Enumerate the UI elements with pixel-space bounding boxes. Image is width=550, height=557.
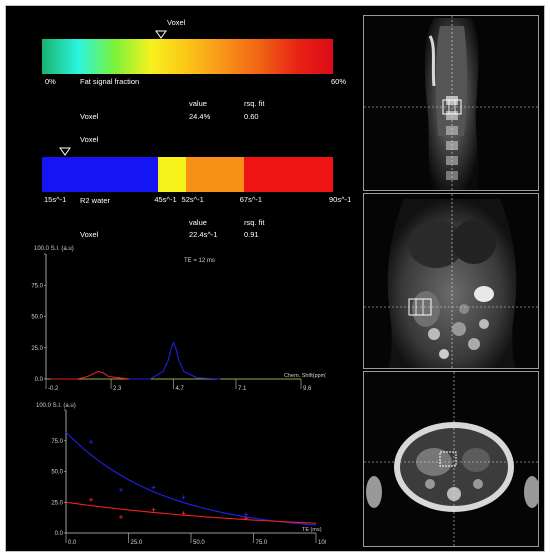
r2-table-col-value: value	[189, 218, 207, 227]
y-axis-label: 100.0 S.I. (a.u)	[36, 403, 76, 409]
axial-view-panel[interactable]	[363, 371, 539, 547]
coronal-mri-image	[364, 194, 538, 368]
x-tick-label: -0.2	[48, 386, 59, 392]
y-tick-label: 50.0	[31, 315, 43, 321]
x-tick-label: 9.6	[303, 386, 312, 392]
x-axis-label: Chem. Shift(ppm)	[284, 373, 326, 379]
x-axis-label: TE (ms)	[302, 527, 322, 533]
spectrum-chart[interactable]: 100.0 S.I. (a.u) TE = 12 ms 75.0 50.0 25.0 0.…	[26, 242, 326, 392]
y-axis-label: 100.0 S.I. (a.u)	[34, 246, 74, 252]
r2-water-colorbar	[42, 157, 333, 192]
x-tick-label: 0.0	[68, 540, 77, 546]
spectrum-series-0	[51, 370, 138, 380]
r2-tick-label: 67s^-1	[239, 195, 263, 204]
fat-signal-fraction-colorbar	[42, 39, 333, 74]
r2-tick-label: 45s^-1	[154, 195, 177, 204]
fat-table-col-fit: rsq. fit	[244, 99, 265, 108]
y-tick-label: 25.0	[51, 500, 63, 506]
r2-segment-1	[158, 157, 186, 192]
chart-title: TE = 12 ms	[184, 258, 215, 264]
x-tick-label: 2.3	[113, 386, 122, 392]
y-tick-label: 0.0	[35, 377, 44, 383]
r2-tick-labels: 15s^-1 45s^-1 52s^-1 67s^-1 90s^-1	[6, 196, 366, 206]
fat-scale-min-label: 0%	[45, 77, 56, 86]
coronal-view-panel[interactable]	[363, 193, 539, 369]
fat-scale-title: Fat signal fraction	[80, 77, 140, 86]
r2-segment-2	[185, 157, 244, 192]
sagittal-mri-image	[364, 16, 538, 190]
fat-table-row-label: Voxel	[80, 112, 99, 121]
y-tick-label: 0.0	[55, 531, 64, 537]
r2-tick-label: 52s^-1	[181, 195, 204, 204]
y-tick-label: 75.0	[51, 439, 63, 445]
x-tick-label: 75.0	[256, 540, 268, 546]
r2-table-col-fit: rsq. fit	[244, 218, 265, 227]
r2-tick-label: 90s^-1	[329, 195, 352, 204]
fat-table-col-value: value	[189, 99, 207, 108]
decay-fit-curve-0	[65, 431, 317, 526]
r2-table-fit: 0.91	[244, 230, 259, 239]
r2-table-row-label: Voxel	[80, 230, 99, 239]
fat-table-fit: 0.60	[244, 112, 259, 121]
decay-fit-curve-1	[65, 501, 317, 524]
x-tick-label: 7.1	[238, 386, 247, 392]
t2-decay-chart[interactable]: 100.0 S.I. (a.u) 75.0 50.0 25.0 0.0 0.0 25.0 50…	[26, 398, 326, 548]
x-tick-label: 25.0	[131, 540, 143, 546]
y-tick-label: 75.0	[31, 283, 43, 289]
y-tick-label: 50.0	[51, 470, 63, 476]
spectroscopy-viewer: Voxel 0% Fat signal fraction 60% value r…	[5, 5, 545, 552]
x-tick-label: 50.0	[193, 540, 205, 546]
fat-table-value: 24.4%	[189, 112, 211, 121]
axial-mri-image	[364, 372, 538, 546]
spectrum-series-1	[129, 341, 221, 380]
fat-voxel-marker-label: Voxel	[167, 18, 186, 27]
r2-voxel-marker-icon[interactable]	[59, 147, 72, 156]
x-tick-label: 100.0	[318, 540, 326, 546]
r2-segment-3	[243, 157, 333, 192]
r2-scale-title: R2 water	[80, 196, 111, 205]
y-tick-label: 25.0	[31, 346, 43, 352]
fat-scale-max-label: 60%	[331, 77, 347, 86]
x-tick-label: 4.7	[176, 386, 185, 392]
sagittal-view-panel[interactable]	[363, 15, 539, 191]
r2-table-value: 22.4s^-1	[189, 230, 218, 239]
r2-segment-0	[42, 157, 159, 192]
r2-voxel-marker-label: Voxel	[80, 135, 99, 144]
fat-voxel-marker-icon[interactable]	[155, 30, 168, 39]
r2-tick-label: 15s^-1	[44, 195, 67, 204]
